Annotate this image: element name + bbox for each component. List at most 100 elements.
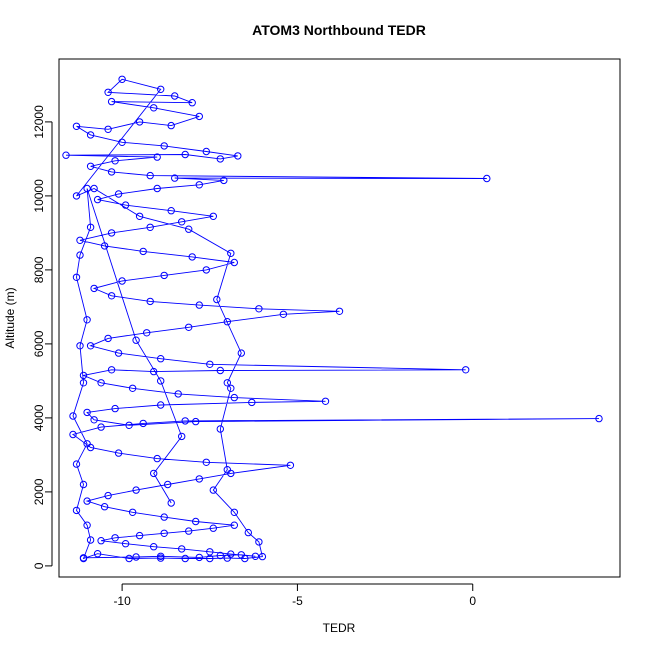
data-point (118, 277, 126, 285)
y-tick-label: 8000 (32, 256, 46, 283)
data-point (150, 469, 158, 478)
data-point (157, 554, 165, 562)
data-point (93, 195, 102, 204)
data-point (241, 554, 249, 563)
data-point (128, 384, 137, 392)
data-point (79, 554, 88, 563)
series-line (65, 78, 600, 560)
data-point (121, 540, 130, 548)
data-point (97, 379, 105, 387)
data-point (216, 366, 225, 375)
data-point (185, 527, 193, 535)
data-point (97, 537, 105, 545)
data-point (220, 176, 228, 185)
data-point (195, 301, 204, 309)
data-point (139, 419, 147, 428)
data-point (86, 223, 95, 232)
data-point (286, 461, 295, 469)
data-point (132, 553, 140, 561)
data-point (146, 223, 154, 232)
data-point (167, 207, 175, 215)
data-point (255, 538, 263, 546)
data-point (192, 417, 200, 426)
data-point (195, 181, 204, 189)
data-point (118, 75, 126, 84)
data-point (83, 408, 91, 417)
data-point (178, 545, 186, 553)
data-point (192, 517, 200, 526)
data-point (90, 284, 98, 293)
data-point (237, 349, 246, 357)
data-point (128, 508, 137, 516)
data-point (153, 454, 161, 463)
data-point (595, 414, 603, 423)
data-point (111, 404, 119, 413)
data-point (111, 534, 119, 542)
data-point (157, 85, 165, 94)
data-point (90, 416, 98, 424)
y-tick-label: 4000 (32, 404, 46, 431)
data-point (195, 475, 204, 483)
data-point (135, 531, 144, 540)
data-point (118, 138, 126, 147)
data-point (114, 349, 123, 357)
data-point (153, 153, 161, 161)
data-point (86, 131, 95, 139)
data-point (69, 430, 77, 439)
data-point (178, 432, 186, 441)
x-axis-title: TEDR (323, 621, 356, 635)
data-point (335, 307, 344, 315)
y-tick-label: 10000 (32, 179, 46, 213)
data-point (132, 336, 140, 344)
data-point (216, 425, 225, 433)
data-point (90, 184, 98, 193)
data-point (279, 310, 288, 318)
data-point (107, 97, 116, 106)
data-point (223, 318, 232, 326)
data-point (160, 513, 168, 521)
data-point (143, 329, 151, 337)
x-axis: -10 -5 0 (113, 583, 476, 608)
data-point (167, 121, 175, 130)
y-tick-label: 0 (32, 562, 46, 569)
data-point (209, 486, 218, 494)
data-point (150, 543, 158, 551)
data-point (174, 390, 182, 398)
data-point (86, 536, 95, 544)
data-point (185, 323, 193, 331)
data-point (251, 552, 260, 560)
data-point (230, 393, 239, 402)
data-point (107, 366, 116, 374)
data-point (146, 297, 154, 306)
data-point (83, 440, 91, 448)
data-point (76, 342, 84, 350)
data-point (72, 273, 81, 281)
chart-title: ATOM3 Northbound TEDR (252, 22, 426, 38)
data-point (104, 125, 112, 134)
plot-frame (58, 58, 621, 578)
data-point (223, 554, 232, 562)
data-point (181, 150, 189, 159)
data-point (206, 554, 214, 563)
data-point (93, 550, 102, 558)
data-point (160, 142, 168, 150)
data-point (114, 190, 123, 198)
data-point (195, 112, 204, 121)
data-point (153, 184, 161, 193)
data-point (483, 174, 491, 183)
data-point (209, 212, 218, 221)
data-point (107, 292, 116, 300)
data-point (83, 497, 91, 505)
data-point (167, 499, 175, 507)
data-point (321, 397, 330, 405)
data-point (72, 122, 81, 131)
data-point (111, 157, 119, 165)
data-point (171, 174, 179, 182)
y-axis-title: Altitude (m) (3, 287, 17, 348)
data-point (125, 554, 133, 563)
data-point (107, 229, 116, 237)
y-tick-label: 6000 (32, 330, 46, 357)
data-point (244, 528, 253, 537)
data-layer (62, 75, 603, 563)
